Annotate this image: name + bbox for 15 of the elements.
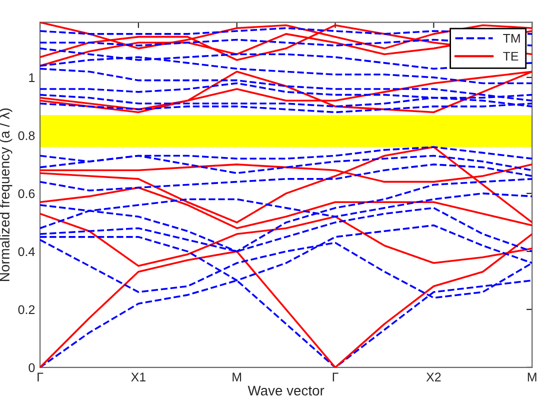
y-tick-label: 0.8 (18, 131, 35, 140)
x-tick-label: M (528, 372, 536, 382)
y-tick-label: 0.4 (18, 247, 35, 256)
legend-label: TE (503, 52, 518, 61)
x-tick-label: X2 (426, 372, 441, 382)
x-tick-label: M (232, 372, 242, 382)
x-axis-title: Wave vector (248, 386, 324, 396)
x-tick-label: Γ (38, 372, 44, 382)
x-tick-label: Γ (332, 372, 338, 382)
x-tick-label: X1 (131, 372, 146, 382)
y-tick-label: 1 (29, 73, 35, 82)
y-tick-label: 0 (28, 363, 35, 372)
y-tick-label: 0.6 (18, 189, 35, 198)
y-tick-label: 0.2 (18, 305, 35, 314)
legend-label: TM (503, 34, 520, 43)
